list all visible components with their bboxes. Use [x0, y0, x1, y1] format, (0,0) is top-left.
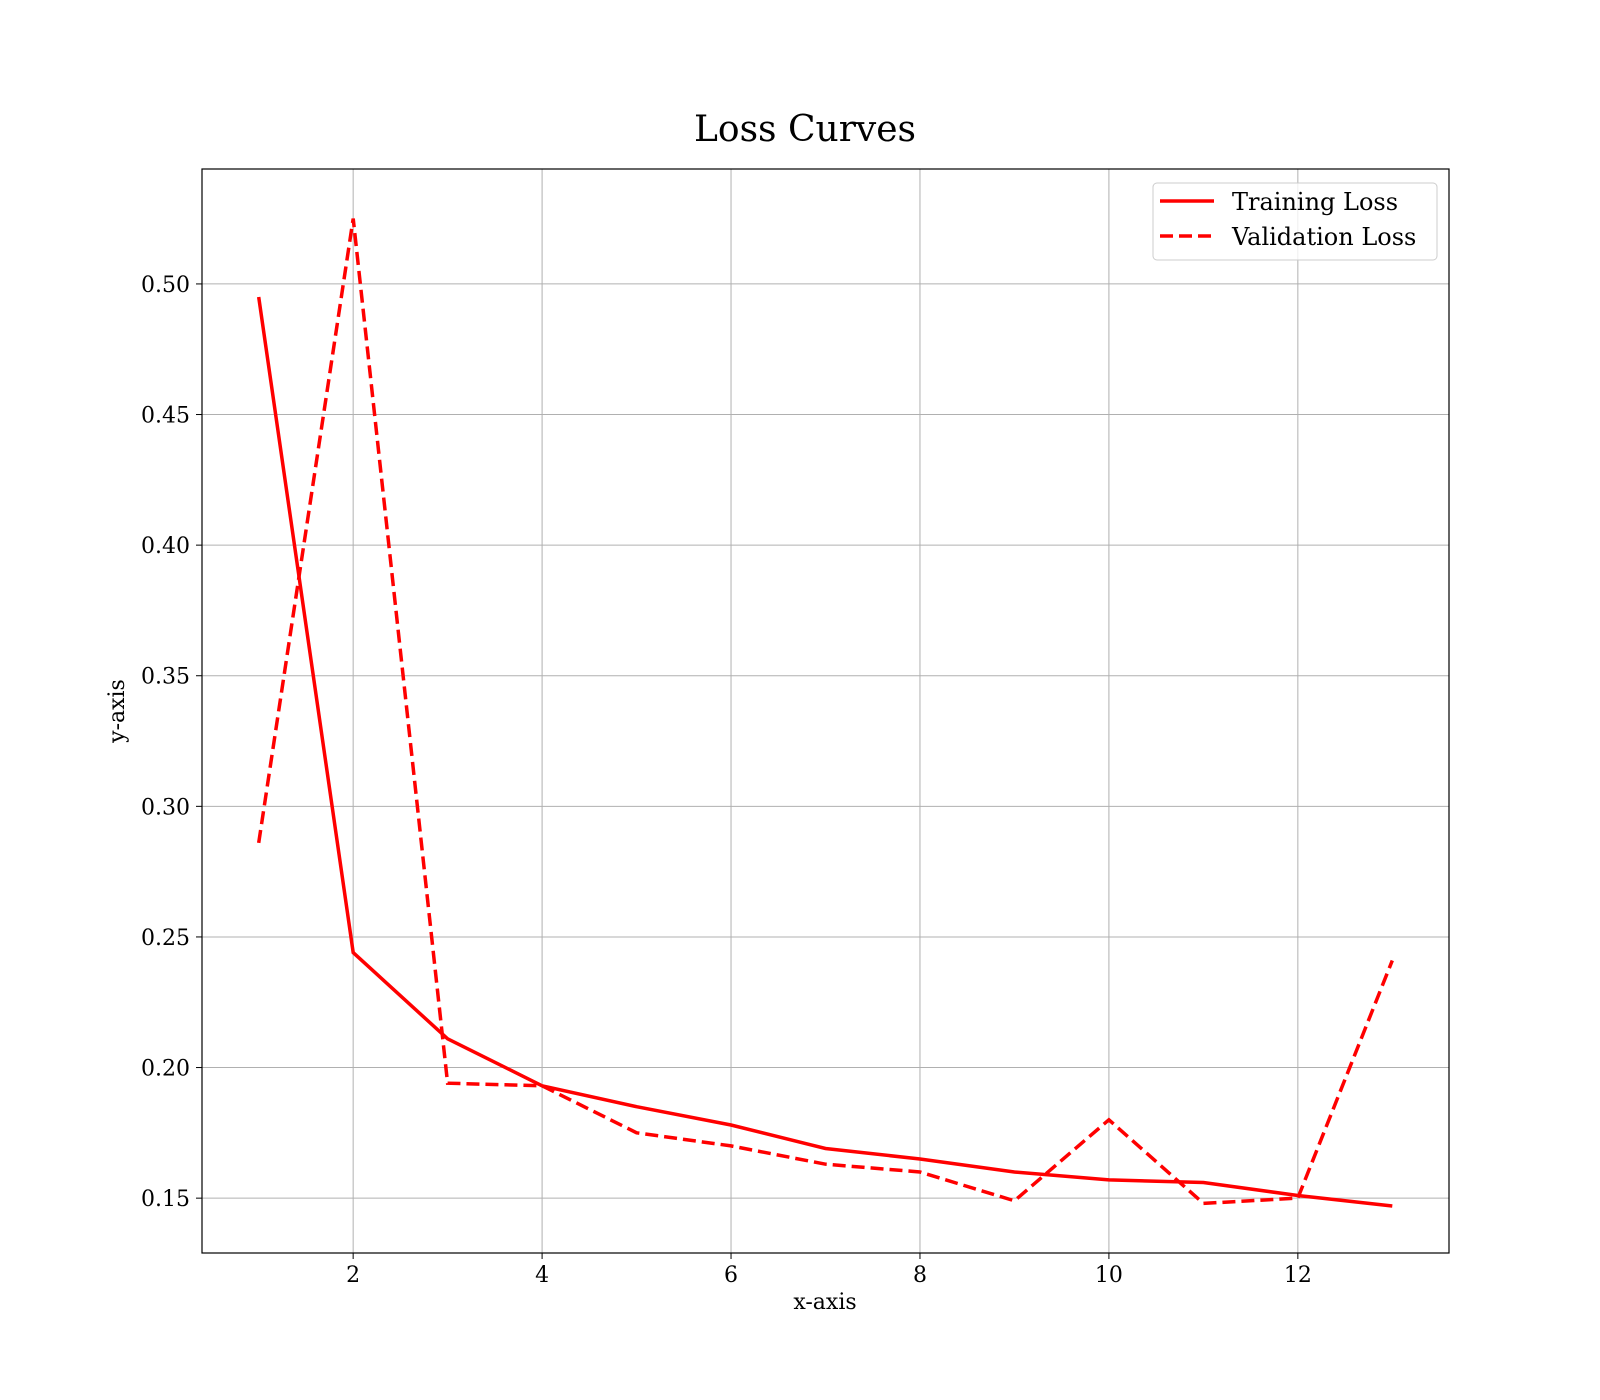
- legend-label-training-loss: Training Loss: [1232, 188, 1398, 216]
- y-ticks: 0.15 0.20 0.25 0.30 0.35 0.40 0.45 0.50: [141, 273, 202, 1212]
- y-tick-label: 0.15: [141, 1187, 190, 1212]
- x-tick-label: 8: [913, 1263, 927, 1288]
- x-tick-label: 6: [724, 1263, 738, 1288]
- y-tick-label: 0.45: [141, 404, 190, 429]
- y-tick-label: 0.35: [141, 665, 190, 690]
- series-line-validation-loss: [256, 218, 1394, 1206]
- legend-box: [1152, 182, 1438, 261]
- x-tick-label: 10: [1095, 1263, 1123, 1288]
- x-tick-label: 2: [346, 1263, 360, 1288]
- plot-frame: [201, 168, 1450, 1254]
- x-tick-label: 12: [1284, 1263, 1312, 1288]
- y-axis-label: y-axis: [105, 679, 130, 744]
- x-ticks: 2 4 6 8 10 12: [346, 1253, 1312, 1288]
- chart-title: Loss Curves: [694, 109, 916, 150]
- legend: Training Loss Validation Loss: [1152, 182, 1438, 261]
- x-axis-label: x-axis: [793, 1290, 856, 1315]
- y-tick-label: 0.50: [141, 273, 190, 298]
- y-tick-label: 0.40: [141, 534, 190, 559]
- series-line-training-loss: [256, 296, 1393, 1208]
- y-tick-label: 0.30: [141, 795, 190, 820]
- series-layer: [256, 218, 1394, 1208]
- grid-layer: [202, 169, 1449, 1253]
- legend-label-validation-loss: Validation Loss: [1231, 223, 1416, 251]
- y-tick-label: 0.25: [141, 926, 190, 951]
- x-tick-label: 4: [535, 1263, 549, 1288]
- y-tick-label: 0.20: [141, 1057, 190, 1082]
